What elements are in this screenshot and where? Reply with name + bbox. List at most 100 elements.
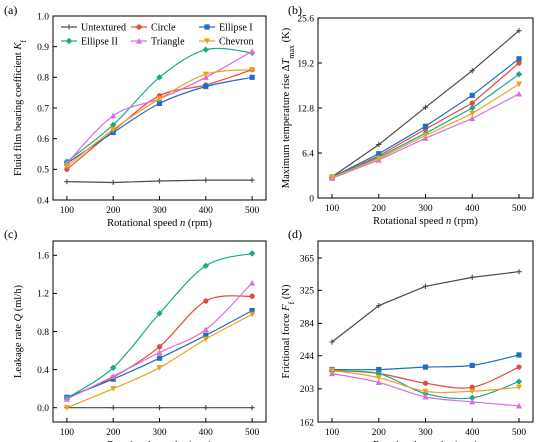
y-tick-label: 162 bbox=[300, 418, 315, 428]
chevron-marker bbox=[202, 336, 209, 343]
triangle-marker bbox=[469, 115, 476, 122]
ellipse-ii-marker bbox=[469, 104, 476, 112]
x-tick-label: 500 bbox=[512, 204, 527, 214]
chevron-line bbox=[66, 313, 253, 409]
ellipse-i-marker bbox=[516, 56, 522, 62]
ellipse-ii-marker bbox=[469, 394, 476, 401]
series-chevron bbox=[328, 81, 523, 181]
x-tick-label: 200 bbox=[106, 428, 121, 438]
untextured-line bbox=[331, 30, 520, 178]
circle-marker bbox=[469, 384, 475, 390]
legend-item-ellipse-i: Ellipse I bbox=[199, 23, 253, 34]
legend-item-untextured: Untextured bbox=[61, 23, 126, 34]
y-tick-label: 0.9 bbox=[37, 43, 49, 53]
chevron-marker bbox=[63, 163, 70, 170]
panel-label: (c) bbox=[4, 227, 17, 241]
untextured-marker bbox=[516, 28, 522, 34]
ellipse-i-marker bbox=[376, 151, 382, 157]
legend-item-triangle: Triangle bbox=[131, 37, 185, 48]
ellipse-i-marker bbox=[516, 352, 522, 358]
legend-label: Ellipse II bbox=[81, 37, 118, 48]
legend-label: Untextured bbox=[81, 23, 126, 34]
untextured-marker bbox=[516, 269, 522, 275]
circle-marker bbox=[203, 298, 209, 304]
series-triangle bbox=[63, 279, 256, 402]
triangle-marker bbox=[422, 393, 429, 400]
legend-label: Triangle bbox=[151, 37, 185, 48]
untextured-marker bbox=[156, 405, 163, 411]
series-untextured bbox=[64, 405, 255, 411]
y-tick-label: 1.0 bbox=[37, 12, 49, 22]
y-tick-label: 325 bbox=[300, 287, 315, 297]
ellipse-i-marker bbox=[376, 366, 382, 373]
triangle-marker bbox=[375, 379, 382, 386]
x-axis-title: Rotational speed n (rpm) bbox=[107, 440, 212, 442]
ellipse-ii-marker bbox=[515, 378, 523, 385]
x-tick-label: 100 bbox=[325, 204, 340, 214]
ellipse-i-marker bbox=[469, 92, 475, 98]
series-ellipse-ii bbox=[63, 250, 256, 402]
circle-marker bbox=[516, 364, 522, 370]
x-tick-label: 400 bbox=[199, 206, 214, 216]
ellipse-i-marker bbox=[156, 355, 163, 361]
triangle-marker bbox=[469, 398, 476, 405]
y-tick-label: 0.8 bbox=[37, 328, 49, 338]
ellipse-i-marker bbox=[110, 376, 116, 382]
ellipse-ii-marker bbox=[156, 74, 163, 81]
legend: Untextured Circle Ellipse I Ellipse II Trian… bbox=[61, 23, 253, 48]
y-tick-label: 0.6 bbox=[37, 135, 49, 145]
circle-marker bbox=[136, 24, 142, 30]
triangle-marker bbox=[249, 279, 256, 286]
chevron-marker bbox=[110, 126, 117, 133]
circle-marker bbox=[156, 344, 163, 350]
panel-c: (c) 100 200 300 400 500 0.0 0.4 0.8 1.2 1.6 Rotatio… bbox=[4, 227, 267, 442]
chevron-marker bbox=[249, 67, 256, 73]
triangle-marker bbox=[63, 396, 70, 402]
series-untextured bbox=[329, 269, 522, 345]
legend-label: Chevron bbox=[219, 37, 253, 48]
chevron-marker bbox=[110, 386, 117, 392]
untextured-marker bbox=[329, 339, 335, 345]
y-tick-label: 0.4 bbox=[37, 366, 49, 376]
x-tick-label: 200 bbox=[372, 428, 387, 438]
series-ellipse-i bbox=[64, 74, 255, 166]
y-tick-label: 0.5 bbox=[37, 166, 49, 176]
x-tick-label: 200 bbox=[372, 204, 387, 214]
triangle-marker bbox=[515, 402, 523, 409]
untextured-marker bbox=[64, 179, 70, 185]
series-chevron bbox=[63, 67, 256, 170]
x-tick-label: 300 bbox=[152, 206, 167, 216]
x-axis-title: Rotational speed n (rpm) bbox=[373, 216, 478, 227]
legend-item-ellipse-ii: Ellipse II bbox=[61, 37, 118, 48]
series-circle bbox=[64, 67, 255, 172]
y-tick-label: 284 bbox=[300, 320, 315, 330]
chevron-marker bbox=[156, 365, 163, 371]
x-axis-title: Rotational speed n (rpm) bbox=[107, 218, 212, 229]
triangle-marker bbox=[135, 37, 143, 44]
chevron-line bbox=[66, 69, 253, 167]
ellipse-ii-marker bbox=[202, 46, 210, 53]
circle-line bbox=[66, 69, 253, 170]
ellipse-i-marker bbox=[469, 362, 475, 369]
chevron-marker bbox=[469, 111, 476, 117]
x-tick-label: 500 bbox=[245, 428, 260, 438]
chevron-marker bbox=[63, 405, 70, 411]
y-tick-label: 0.7 bbox=[37, 104, 49, 114]
untextured-marker bbox=[66, 24, 72, 30]
plot-frame bbox=[52, 240, 267, 423]
y-tick-label: 0.0 bbox=[37, 404, 49, 414]
ellipse-i-line bbox=[331, 58, 520, 178]
y-tick-label: 1.2 bbox=[37, 290, 49, 300]
chevron-marker bbox=[328, 175, 336, 181]
ellipse-i-marker bbox=[249, 307, 255, 314]
untextured-marker bbox=[376, 303, 382, 309]
untextured-line bbox=[331, 271, 520, 343]
y-tick-label: 244 bbox=[300, 352, 315, 362]
x-tick-label: 500 bbox=[512, 428, 527, 438]
chevron-marker bbox=[203, 38, 211, 45]
chevron-marker bbox=[375, 374, 382, 381]
x-tick-label: 100 bbox=[325, 428, 340, 438]
untextured-marker bbox=[110, 405, 116, 411]
ellipse-i-marker bbox=[156, 100, 163, 106]
